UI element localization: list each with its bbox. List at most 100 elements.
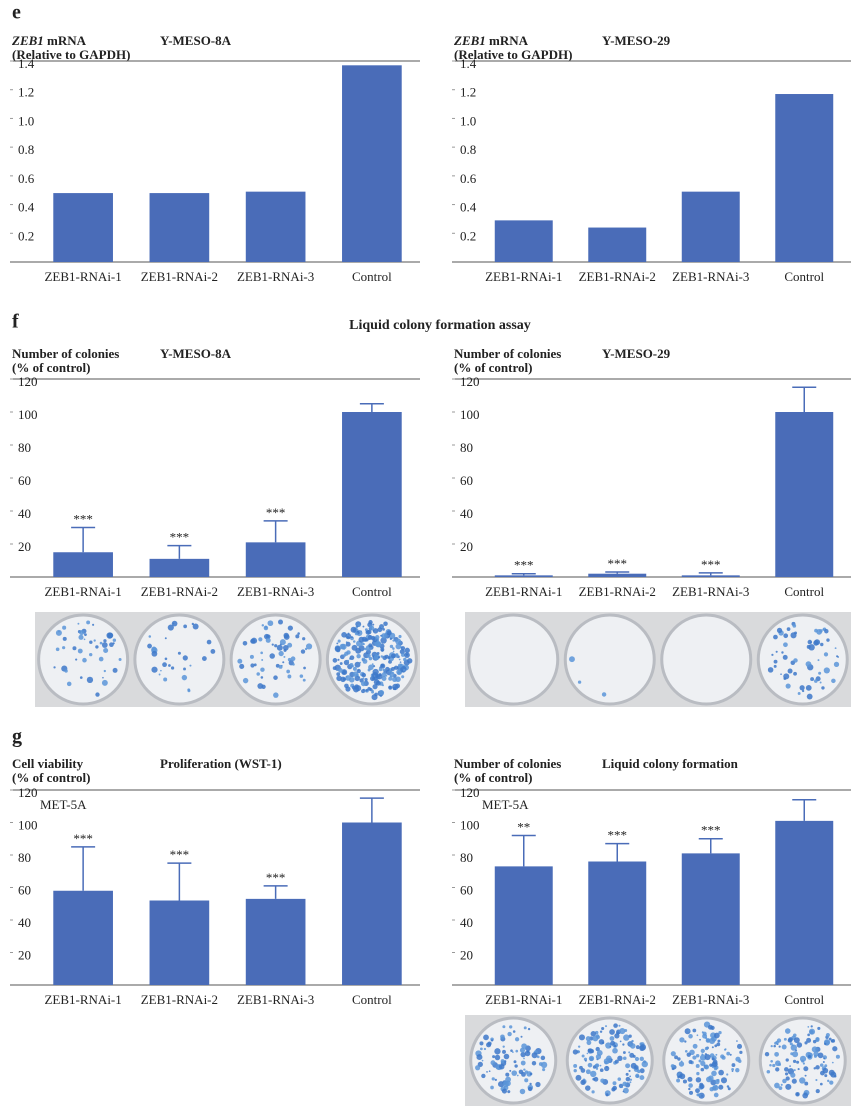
colony xyxy=(372,663,374,665)
colony xyxy=(390,675,392,677)
colony xyxy=(370,626,372,628)
colony xyxy=(528,1087,532,1091)
colony xyxy=(397,672,400,675)
colony xyxy=(721,1077,727,1083)
y-tick-label: 0.8 xyxy=(460,142,476,157)
colony xyxy=(779,1046,781,1048)
colony xyxy=(769,1064,772,1067)
colony xyxy=(625,1063,630,1068)
y-tick-label: 100 xyxy=(18,407,38,422)
y-tick-label: 40 xyxy=(18,506,31,521)
colony xyxy=(805,1075,807,1077)
colony xyxy=(808,644,814,650)
colony xyxy=(382,672,387,677)
colony xyxy=(714,1093,719,1098)
significance-label: *** xyxy=(514,558,534,573)
colony xyxy=(807,694,813,700)
colony xyxy=(779,1086,783,1090)
colony xyxy=(250,655,254,659)
colony xyxy=(793,1034,797,1038)
colony xyxy=(604,1066,609,1071)
colony xyxy=(832,1046,837,1051)
colony xyxy=(790,632,796,638)
colony xyxy=(735,1057,740,1062)
page: e f g Liquid colony formation assay Y-ME… xyxy=(0,0,851,1106)
colony xyxy=(596,1068,598,1070)
colony xyxy=(716,1085,718,1087)
colony xyxy=(793,1060,796,1063)
significance-label: *** xyxy=(170,847,190,862)
colony xyxy=(509,1025,512,1028)
colony xyxy=(768,667,774,673)
colony xyxy=(303,679,306,682)
colony xyxy=(578,1045,580,1047)
colony xyxy=(683,1079,687,1083)
colony xyxy=(794,1069,796,1071)
colony xyxy=(187,688,190,691)
colony xyxy=(351,636,353,638)
colony xyxy=(250,639,255,644)
colony xyxy=(520,1048,525,1053)
colony xyxy=(192,623,194,625)
colony xyxy=(277,645,283,651)
chart-title: Liquid colony formation xyxy=(602,756,739,771)
colony xyxy=(628,1070,630,1072)
colony xyxy=(696,1072,699,1075)
colony xyxy=(541,1062,547,1068)
colony xyxy=(602,692,606,696)
colony xyxy=(149,635,152,638)
colony xyxy=(676,1079,680,1083)
colony xyxy=(685,1050,688,1053)
bar xyxy=(53,193,113,262)
colony xyxy=(72,646,76,650)
colony xyxy=(630,1079,632,1081)
colony xyxy=(726,1052,730,1056)
significance-label: *** xyxy=(608,556,628,571)
colony xyxy=(629,1035,632,1038)
well xyxy=(135,615,224,704)
colony xyxy=(736,1040,738,1042)
colony xyxy=(786,1076,790,1080)
y-tick-label: 0.6 xyxy=(460,171,477,186)
x-tick-label: ZEB1-RNAi-2 xyxy=(141,269,218,284)
well xyxy=(565,615,654,704)
colony-photo xyxy=(465,612,851,707)
y-axis-label: ZEB1 mRNA xyxy=(11,33,87,48)
colony xyxy=(806,685,812,691)
colony xyxy=(786,1058,789,1061)
colony xyxy=(820,1083,823,1086)
colony xyxy=(818,672,821,675)
colony xyxy=(147,644,152,649)
chart-note: MET-5A xyxy=(40,797,87,812)
colony xyxy=(794,1037,800,1043)
colony xyxy=(817,1027,820,1030)
colony xyxy=(609,1029,615,1035)
colony xyxy=(687,1077,692,1082)
chart-title: Y-MESO-8A xyxy=(160,33,232,48)
colony xyxy=(623,1051,626,1054)
colony xyxy=(576,1075,582,1081)
colony xyxy=(378,656,380,658)
colony xyxy=(507,1090,510,1093)
colony xyxy=(56,630,62,636)
colony xyxy=(388,686,392,690)
colony xyxy=(705,1047,708,1050)
colony xyxy=(210,649,215,654)
colony xyxy=(297,632,300,635)
chart-title: Y-MESO-29 xyxy=(602,33,671,48)
colony xyxy=(524,1026,527,1029)
colony xyxy=(792,624,796,628)
bar xyxy=(682,192,740,262)
bar xyxy=(150,193,210,262)
colony xyxy=(353,640,356,643)
colony xyxy=(343,654,346,657)
colony xyxy=(237,659,242,664)
colony xyxy=(804,1082,808,1086)
colony xyxy=(103,639,106,642)
colony xyxy=(159,674,161,676)
colony xyxy=(795,1049,797,1051)
colony xyxy=(718,1031,721,1034)
colony xyxy=(815,1065,819,1069)
colony xyxy=(295,634,299,638)
colony xyxy=(803,1062,805,1064)
